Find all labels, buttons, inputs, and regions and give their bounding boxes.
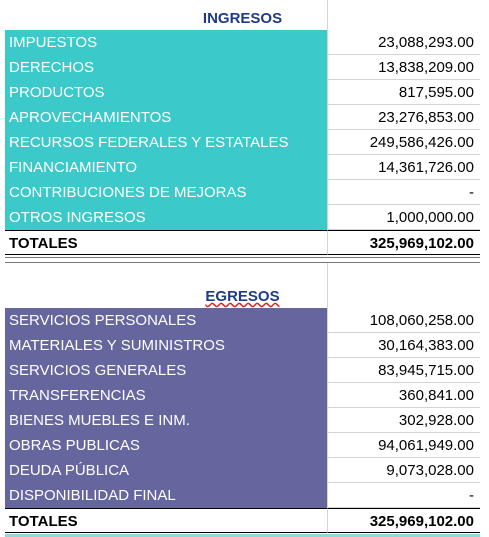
double-border (5, 257, 480, 263)
total-value: 325,969,102.00 (327, 230, 480, 255)
grid-line (327, 262, 328, 308)
row-label: RECURSOS FEDERALES Y ESTATALES (5, 130, 327, 155)
row-value: 94,061,949.00 (327, 433, 480, 458)
row-label: BIENES MUEBLES E INM. (5, 408, 327, 433)
row-label: CONTRIBUCIONES DE MEJORAS (5, 180, 327, 205)
row-value: 1,000,000.00 (327, 205, 480, 230)
total-label: TOTALES (5, 230, 327, 255)
row-value: 83,945,715.00 (327, 358, 480, 383)
row-label: TRANSFERENCIAS (5, 383, 327, 408)
section-title: INGRESOS (202, 10, 283, 27)
row-label: APROVECHAMIENTOS (5, 105, 327, 130)
row-value: 23,088,293.00 (327, 30, 480, 55)
row-value: 817,595.00 (327, 80, 480, 105)
row-label: DERECHOS (5, 55, 327, 80)
row-label: SERVICIOS GENERALES (5, 358, 327, 383)
total-value: 325,969,102.00 (327, 508, 480, 533)
row-value: 13,838,209.00 (327, 55, 480, 80)
row-label: OBRAS PUBLICAS (5, 433, 327, 458)
grid-line (327, 0, 328, 30)
row-value: - (327, 483, 480, 508)
row-value: 14,361,726.00 (327, 155, 480, 180)
row-label: DEUDA PÚBLICA (5, 458, 327, 483)
row-value: 30,164,383.00 (327, 333, 480, 358)
row-label: DISPONIBILIDAD FINAL (5, 483, 327, 508)
row-label: SERVICIOS PERSONALES (5, 308, 327, 333)
row-value: 23,276,853.00 (327, 105, 480, 130)
row-value: 108,060,258.00 (327, 308, 480, 333)
row-label: OTROS INGRESOS (5, 205, 327, 230)
row-value: 302,928.00 (327, 408, 480, 433)
section-title: EGRESOS (205, 288, 280, 305)
row-label: IMPUESTOS (5, 30, 327, 55)
row-value: 360,841.00 (327, 383, 480, 408)
row-label: MATERIALES Y SUMINISTROS (5, 333, 327, 358)
total-label: TOTALES (5, 508, 327, 533)
row-label: FINANCIAMIENTO (5, 155, 327, 180)
row-label: PRODUCTOS (5, 80, 327, 105)
row-value: - (327, 180, 480, 205)
row-value: 9,073,028.00 (327, 458, 480, 483)
bottom-border (5, 534, 480, 537)
row-value: 249,586,426.00 (327, 130, 480, 155)
